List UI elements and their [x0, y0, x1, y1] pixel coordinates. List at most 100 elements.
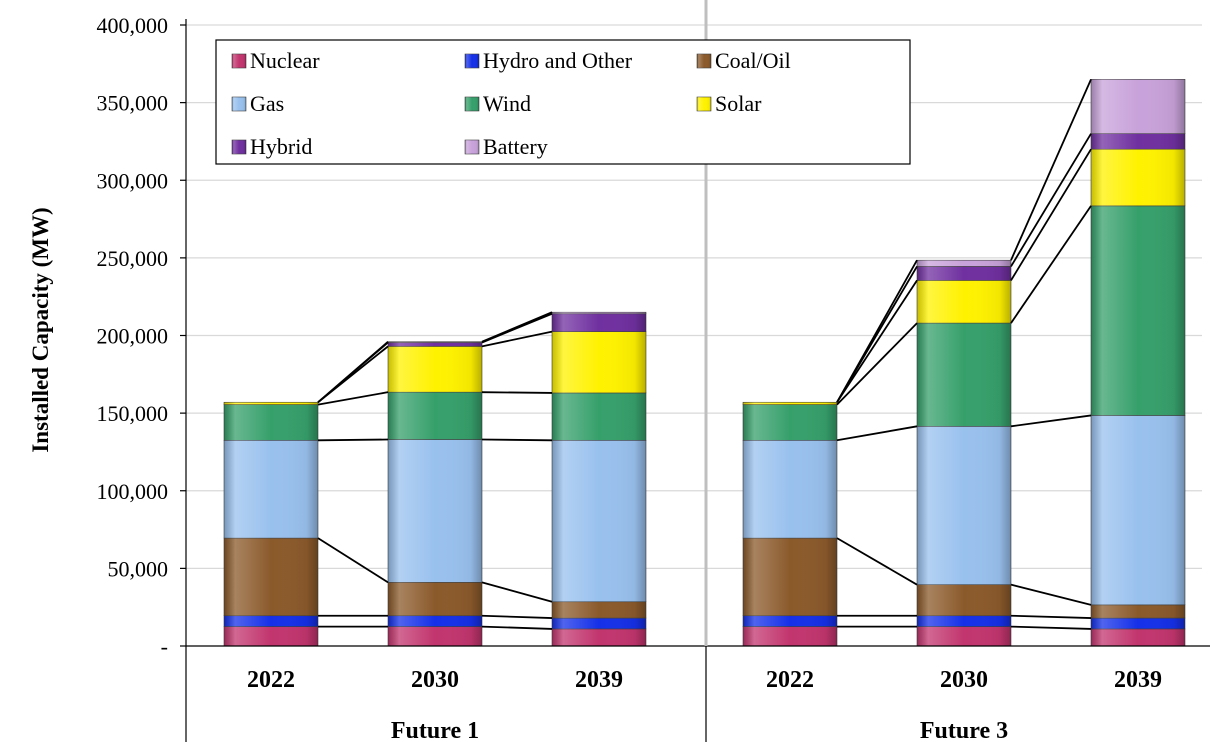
legend-swatch-shading	[697, 97, 711, 111]
bar-segment-shading	[743, 615, 837, 627]
series-line	[1010, 148, 1092, 281]
bar-segment-shading	[917, 426, 1011, 585]
legend-box	[215, 39, 911, 165]
legend-label: Nuclear	[250, 48, 320, 73]
legend-swatch-shading	[465, 97, 479, 111]
series-line	[836, 279, 918, 403]
bar-segment-shading	[743, 440, 837, 539]
legend: Nuclear Hydro and Other Coal/Oil Gas Wind Sol…	[215, 39, 911, 165]
bar-segment-shading	[388, 341, 482, 343]
legend-label: Gas	[250, 91, 284, 116]
bar-segment-shading	[552, 440, 646, 602]
bar-segment-shading	[552, 628, 646, 646]
bar-segment-shading	[917, 266, 1011, 281]
bar-segment-shading	[388, 439, 482, 583]
bar-segment-shading	[1091, 79, 1185, 134]
series-line	[481, 330, 553, 348]
series-line	[1010, 614, 1092, 619]
axes	[180, 0, 1210, 742]
bar-segment-shading	[917, 615, 1011, 627]
bar-segment-shading	[552, 618, 646, 629]
series-line	[836, 259, 918, 403]
bar-segment-shading	[917, 323, 1011, 427]
series-line	[836, 537, 918, 586]
y-tick-label: 300,000	[97, 168, 169, 193]
bar-segment-shading	[917, 626, 1011, 646]
series-line	[1010, 583, 1092, 606]
bar-segment-shading	[388, 582, 482, 616]
legend-swatch-shading	[232, 140, 246, 154]
bar-segment-shading	[552, 312, 646, 314]
bar-segment-shading	[743, 538, 837, 616]
series-line	[1010, 133, 1092, 267]
series-line	[1010, 78, 1092, 261]
bar-segment-shading	[388, 346, 482, 393]
series-line	[481, 311, 553, 343]
y-tick-label: 250,000	[97, 246, 169, 271]
x-tick-label: 2039	[1114, 667, 1162, 693]
bar-segment-shading	[552, 331, 646, 393]
series-line	[481, 438, 553, 442]
series-line	[317, 537, 389, 584]
series-line	[481, 625, 553, 630]
series-line	[1010, 205, 1092, 324]
x-tick-label: 2022	[766, 667, 814, 693]
bar-segment-shading	[388, 392, 482, 440]
y-tick-label: 200,000	[97, 324, 169, 349]
y-tick-label: 400,000	[97, 13, 169, 38]
bar-segment-shading	[224, 615, 318, 627]
x-tick-label: 2039	[575, 667, 623, 693]
series-line	[1010, 625, 1092, 630]
series-lines	[317, 78, 1092, 630]
y-axis-label: Installed Capacity (MW)	[28, 207, 53, 452]
bar-segment-shading	[1091, 149, 1185, 206]
bar-segment-shading	[224, 538, 318, 616]
legend-swatch-shading	[697, 54, 711, 68]
bar-segment-shading	[388, 615, 482, 627]
group-label: Future 1	[391, 718, 479, 742]
bar-segment-shading	[224, 402, 318, 405]
y-tick-label: 150,000	[97, 401, 169, 426]
bar-segment-shading	[743, 626, 837, 646]
bar-segment-shading	[917, 584, 1011, 616]
bar-segment-shading	[743, 404, 837, 441]
bar-segment-shading	[552, 313, 646, 332]
bar-segment-shading	[552, 601, 646, 619]
series-line	[317, 391, 389, 406]
series-line	[1010, 414, 1092, 428]
legend-swatch-shading	[465, 140, 479, 154]
bars	[223, 79, 1186, 647]
y-tick-label: 350,000	[97, 91, 169, 116]
y-tick-label: 50,000	[108, 556, 169, 581]
series-line	[481, 391, 553, 394]
series-line	[836, 322, 918, 406]
bar-segment-shading	[1091, 415, 1185, 605]
x-tick-label: 2022	[247, 667, 295, 693]
bar-segment-shading	[388, 342, 482, 347]
y-axis-ticks: - 50,000 100,000 150,000 200,000 250,000 300,0…	[97, 13, 169, 659]
x-axis-labels: 2022 2030 2039 Future 1 2022 2030 2039 Future 3	[247, 667, 1162, 742]
bar-segment-shading	[224, 626, 318, 646]
series-line	[317, 438, 389, 442]
legend-swatch-shading	[232, 97, 246, 111]
group-label: Future 3	[920, 718, 1008, 742]
legend-swatch-shading	[232, 54, 246, 68]
series-line	[836, 425, 918, 442]
series-line	[481, 614, 553, 619]
legend-swatch-shading	[465, 54, 479, 68]
bar-segment-shading	[917, 260, 1011, 267]
bar-segment-shading	[1091, 133, 1185, 150]
series-line	[317, 341, 389, 403]
bar-segment-shading	[1091, 618, 1185, 629]
legend-label: Solar	[715, 91, 762, 116]
legend-label: Hybrid	[250, 134, 312, 159]
bar-segment-shading	[224, 404, 318, 441]
x-tick-label: 2030	[411, 667, 459, 693]
series-line	[481, 581, 553, 603]
x-tick-label: 2030	[940, 667, 988, 693]
legend-label: Battery	[483, 134, 548, 159]
bar-segment-shading	[1091, 604, 1185, 619]
bar-segment-shading	[224, 440, 318, 539]
y-tick-label: 100,000	[97, 479, 169, 504]
